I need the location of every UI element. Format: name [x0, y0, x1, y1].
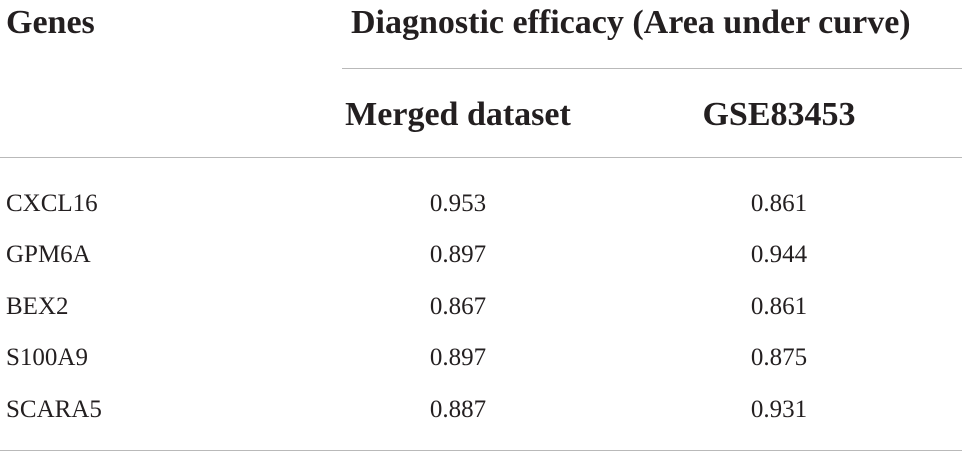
merged-value: 0.887: [429, 396, 487, 423]
merged-value: 0.953: [429, 190, 487, 217]
gse-value: 0.944: [750, 241, 808, 268]
merged-value: 0.897: [429, 241, 487, 268]
header-merged-dataset: Merged dataset: [345, 96, 571, 133]
header-genes: Genes: [6, 4, 95, 41]
gse-value: 0.875: [750, 344, 808, 371]
gse-value: 0.861: [750, 293, 808, 320]
merged-value: 0.867: [429, 293, 487, 320]
header-gse83453: GSE83453: [702, 96, 856, 133]
header-diagnostic-efficacy: Diagnostic efficacy (Area under curve): [351, 4, 911, 41]
gene-name: BEX2: [6, 293, 69, 320]
gse-value: 0.861: [750, 190, 808, 217]
gse-value: 0.931: [750, 396, 808, 423]
gene-name: GPM6A: [6, 241, 91, 268]
gene-name: S100A9: [6, 344, 88, 371]
table-bottom-rule: [0, 450, 962, 451]
merged-value: 0.897: [429, 344, 487, 371]
gene-name: SCARA5: [6, 396, 102, 423]
group-underline: [342, 68, 962, 69]
header-bottom-rule: [0, 157, 962, 158]
gene-name: CXCL16: [6, 190, 98, 217]
